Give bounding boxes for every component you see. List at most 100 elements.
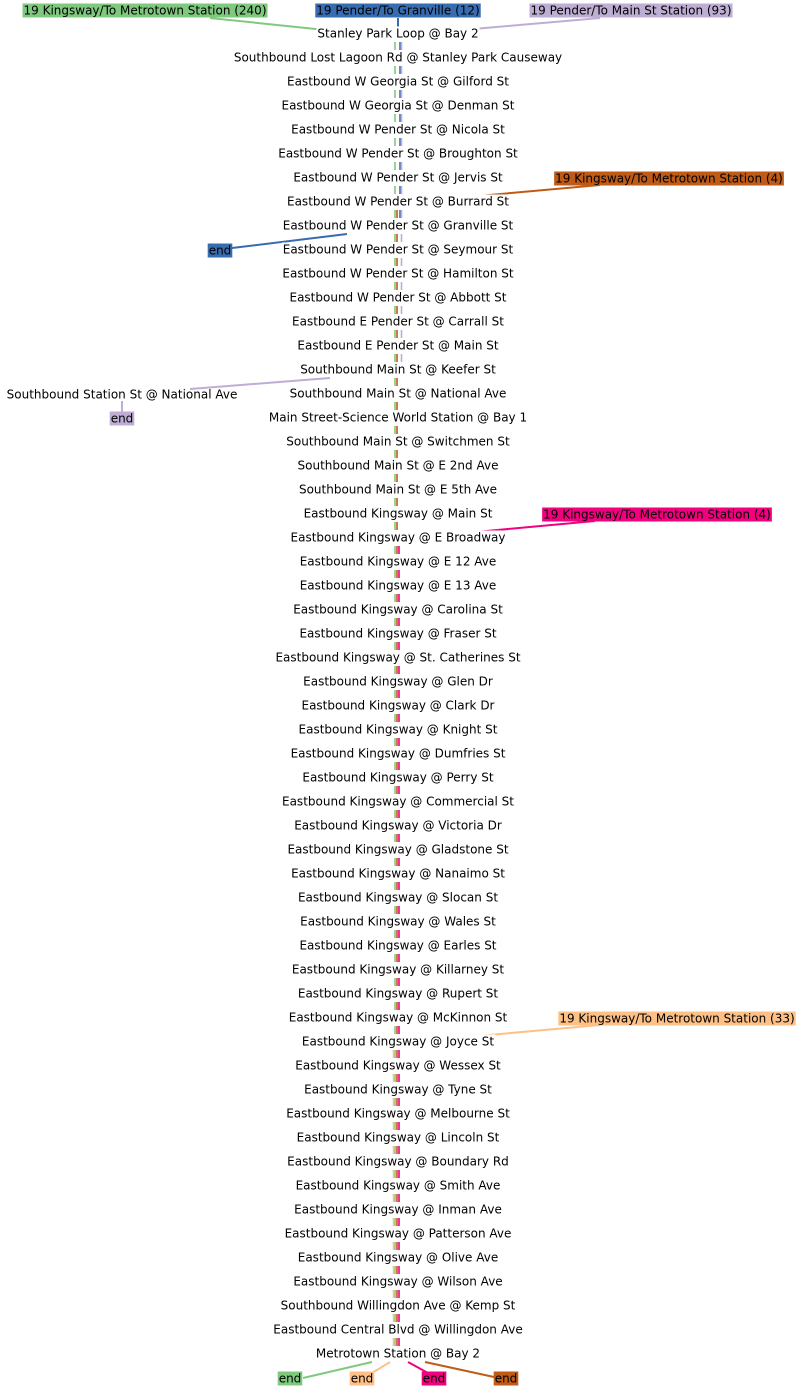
stop-label: Main Street-Science World Station @ Bay … <box>269 411 527 425</box>
label-box <box>493 1371 519 1386</box>
stop-label: Eastbound W Pender St @ Burrard St <box>287 195 509 209</box>
label-box <box>285 1106 512 1121</box>
route-label: 19 Kingsway/To Metrotown Station (240) <box>24 4 267 18</box>
label-box <box>349 1371 375 1386</box>
label-box <box>542 507 772 522</box>
stop-label: Eastbound Kingsway @ Fraser St <box>299 627 496 641</box>
label-box <box>286 74 511 89</box>
stop-label: Eastbound Kingsway @ Perry St <box>302 771 493 785</box>
stop-label: Eastbound Kingsway @ Joyce St <box>302 1035 494 1049</box>
stop-label: Eastbound Kingsway @ Tyne St <box>304 1083 492 1097</box>
label-box <box>281 266 515 281</box>
stop-label: Eastbound W Pender St @ Jervis St <box>293 171 503 185</box>
label-box <box>299 362 498 377</box>
label-box <box>301 770 495 785</box>
label-box <box>267 410 529 425</box>
label-box <box>298 626 498 641</box>
label-box <box>296 890 500 905</box>
stop-label: Eastbound Kingsway @ E 12 Ave <box>300 555 497 569</box>
stop-label: Eastbound Kingsway @ Carolina St <box>293 603 503 617</box>
label-box <box>207 243 233 258</box>
stop-label: Eastbound W Pender St @ Seymour St <box>283 243 514 257</box>
stop-label: Eastbound W Pender St @ Granville St <box>283 219 514 233</box>
label-box <box>232 50 564 65</box>
label-box <box>283 1226 513 1241</box>
stop-label: Eastbound Kingsway @ Killarney St <box>292 963 505 977</box>
label-box <box>290 866 507 881</box>
label-box <box>529 3 733 18</box>
stop-label: Southbound Main St @ Switchmen St <box>286 435 510 449</box>
label-box <box>280 98 516 113</box>
label-box <box>287 1010 509 1025</box>
label-box <box>292 170 504 185</box>
stop-label: Eastbound W Pender St @ Abbott St <box>289 291 506 305</box>
stop-label: Metrotown Station @ Bay 2 <box>316 1347 480 1361</box>
label-box <box>109 411 135 426</box>
stop-label: Southbound Main St @ E 5th Ave <box>299 483 497 497</box>
end-label: end <box>351 1372 374 1386</box>
label-box <box>295 1130 501 1145</box>
stop-label: Eastbound Kingsway @ Nanaimo St <box>291 867 505 881</box>
label-box <box>286 1154 510 1169</box>
stop-label: Eastbound Kingsway @ Inman Ave <box>294 1203 502 1217</box>
stop-label: Eastbound Kingsway @ Lincoln St <box>297 1131 500 1145</box>
stop-label: Eastbound Kingsway @ Earles St <box>299 939 496 953</box>
label-box <box>294 1058 503 1073</box>
route-connector <box>209 17 336 32</box>
label-box <box>292 1274 504 1289</box>
stop-label: Southbound Willingdon Ave @ Kemp St <box>281 1299 516 1313</box>
label-box <box>299 914 498 929</box>
end-label: end <box>111 412 134 426</box>
stop-label: Eastbound Kingsway @ Gladstone St <box>287 843 508 857</box>
label-box <box>281 794 516 809</box>
stop-label: Eastbound Kingsway @ Knight St <box>299 723 498 737</box>
label-box <box>290 122 507 137</box>
stop-label: Eastbound W Pender St @ Nicola St <box>291 123 505 137</box>
label-box <box>300 698 496 713</box>
stop-label: Southbound Main St @ E 2nd Ave <box>298 459 499 473</box>
label-box <box>316 26 480 41</box>
label-box <box>285 434 511 449</box>
route-label: 19 Kingsway/To Metrotown Station (4) <box>555 172 783 186</box>
stop-label: Eastbound Kingsway @ Wilson Ave <box>293 1275 502 1289</box>
label-box <box>558 1011 796 1026</box>
label-box <box>297 722 499 737</box>
labels: 19 Kingsway/To Metrotown Station (240) en… <box>7 3 796 1386</box>
stop-label: Southbound Station St @ National Ave <box>7 388 238 402</box>
label-box <box>277 146 520 161</box>
label-box <box>294 1178 502 1193</box>
route-label: 19 Kingsway/To Metrotown Station (33) <box>559 1012 794 1026</box>
stop-label: Eastbound Kingsway @ E 13 Ave <box>300 579 497 593</box>
label-box <box>279 1298 517 1313</box>
label-box <box>281 218 515 233</box>
label-box <box>296 986 500 1001</box>
end-label: end <box>495 1372 518 1386</box>
label-box <box>288 290 508 305</box>
end-connector <box>424 1361 495 1378</box>
stop-label: Eastbound W Georgia St @ Denman St <box>281 99 514 113</box>
stop-label: Eastbound Kingsway @ Olive Ave <box>298 1251 498 1265</box>
route-label: 19 Kingsway/To Metrotown Station (4) <box>543 508 771 522</box>
stop-label: Eastbound Kingsway @ McKinnon St <box>289 1011 508 1025</box>
label-box <box>296 1250 500 1265</box>
label-box <box>286 194 511 209</box>
stop-label: Eastbound Kingsway @ Glen Dr <box>303 675 493 689</box>
route-stripes <box>392 42 403 1346</box>
label-box <box>286 842 510 857</box>
label-box <box>298 578 498 593</box>
stop-label: Eastbound Kingsway @ Dumfries St <box>291 747 506 761</box>
stop-label: Eastbound Kingsway @ Melbourne St <box>286 1107 510 1121</box>
label-box <box>272 1322 524 1337</box>
stop-label: Southbound Main St @ Keefer St <box>300 363 496 377</box>
route-connector <box>461 17 601 31</box>
end-label: end <box>423 1372 446 1386</box>
label-box <box>302 506 494 521</box>
stop-label: Eastbound Kingsway @ Patterson Ave <box>285 1227 512 1241</box>
stop-label: Eastbound Kingsway @ Victoria Dr <box>294 819 502 833</box>
stop-label: Eastbound Kingsway @ Rupert St <box>298 987 499 1001</box>
label-box <box>292 602 505 617</box>
label-box <box>300 1034 496 1049</box>
label-box <box>289 746 507 761</box>
label-box <box>314 1346 482 1361</box>
label-box <box>296 338 500 353</box>
